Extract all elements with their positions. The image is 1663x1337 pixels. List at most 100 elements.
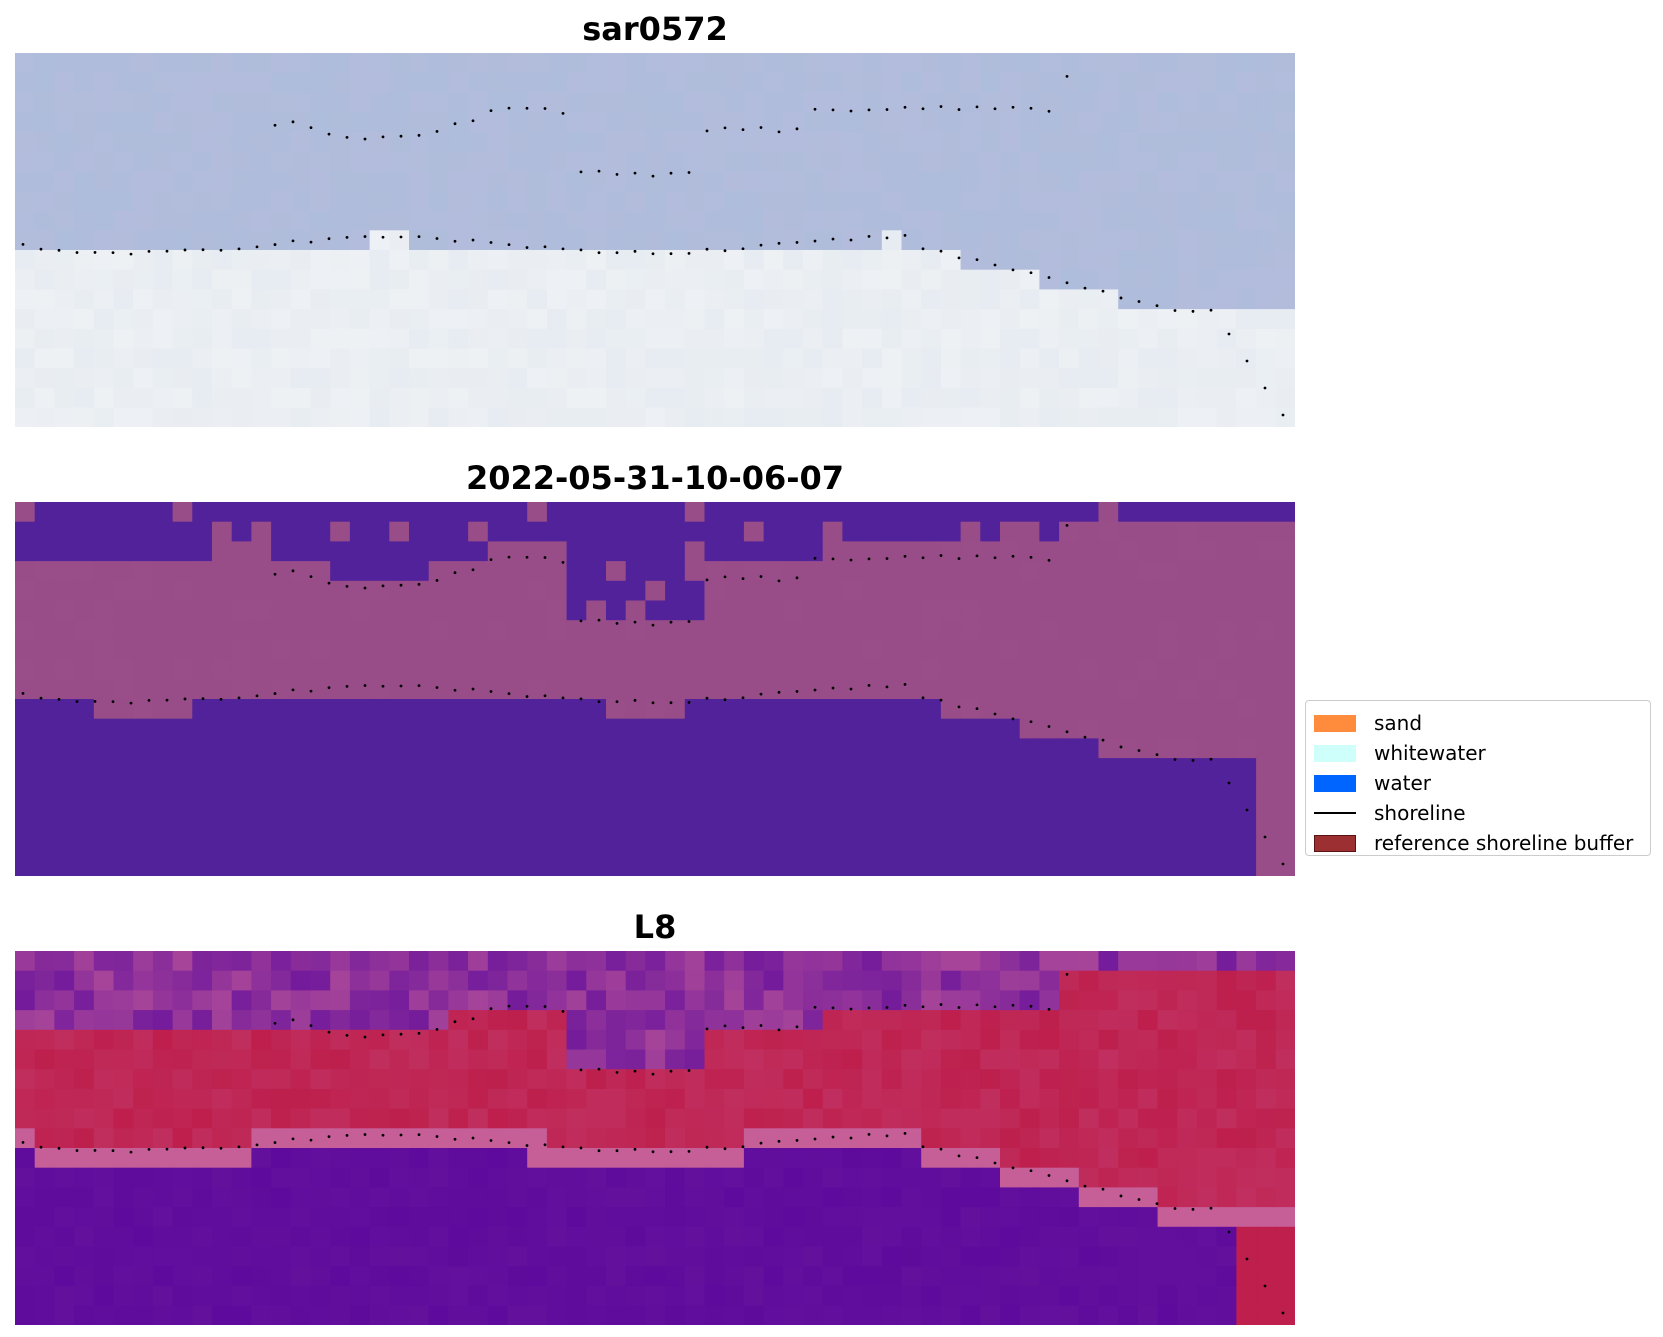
raster-pixel: [862, 171, 883, 192]
raster-pixel: [1019, 620, 1040, 641]
raster-pixel: [1019, 1305, 1040, 1325]
shoreline-point: [147, 699, 151, 702]
raster-pixel: [231, 1266, 252, 1287]
raster-pixel: [1216, 1187, 1237, 1208]
raster-pixel: [349, 600, 371, 621]
raster-pixel: [881, 328, 903, 350]
raster-pixel: [842, 348, 863, 369]
raster-pixel: [1019, 718, 1040, 739]
raster-pixel: [527, 328, 548, 350]
shoreline-point: [489, 109, 493, 113]
raster-pixel: [724, 1246, 745, 1267]
raster-pixel: [468, 1226, 489, 1248]
raster-pixel: [409, 718, 430, 739]
raster-pixel: [93, 1148, 115, 1169]
raster-pixel: [1197, 1128, 1218, 1149]
raster-pixel: [684, 309, 706, 330]
raster-pixel: [487, 1010, 509, 1031]
raster-pixel: [212, 836, 233, 858]
raster-pixel: [665, 951, 686, 972]
raster-pixel: [546, 328, 568, 350]
raster-pixel: [960, 151, 981, 172]
raster-pixel: [1059, 348, 1080, 369]
raster-pixel: [487, 659, 509, 680]
raster-pixel: [15, 348, 36, 369]
raster-pixel: [113, 1029, 134, 1051]
raster-pixel: [960, 112, 981, 133]
raster-pixel: [822, 990, 843, 1011]
raster-pixel: [842, 758, 863, 779]
raster-pixel: [803, 970, 824, 991]
raster-pixel: [34, 1305, 55, 1325]
raster-pixel: [1098, 1167, 1119, 1188]
raster-pixel: [290, 348, 312, 369]
raster-pixel: [1177, 1128, 1198, 1149]
raster-pixel: [527, 171, 548, 192]
shoreline-point: [57, 697, 61, 701]
shoreline-point: [975, 707, 979, 711]
shoreline-point: [1047, 1007, 1051, 1011]
raster-pixel: [251, 1266, 272, 1287]
raster-pixel: [704, 659, 725, 680]
shoreline-point: [165, 698, 169, 702]
raster-pixel: [1216, 951, 1237, 972]
raster-pixel: [251, 348, 272, 369]
raster-pixel: [704, 1010, 725, 1031]
raster-pixel: [803, 1088, 824, 1110]
raster-pixel: [743, 190, 765, 212]
raster-pixel: [1019, 53, 1040, 74]
raster-pixel: [527, 1305, 548, 1325]
raster-pixel: [448, 1029, 469, 1051]
raster-pixel: [172, 328, 193, 350]
raster-pixel: [369, 1029, 390, 1051]
raster-pixel: [862, 112, 883, 133]
raster-pixel: [724, 1285, 745, 1307]
raster-pixel: [507, 1128, 528, 1149]
raster-pixel: [389, 1088, 410, 1110]
raster-pixel: [1000, 328, 1021, 350]
raster-pixel: [133, 387, 154, 409]
raster-pixel: [507, 758, 528, 779]
raster-pixel: [1177, 620, 1198, 641]
raster-pixel: [940, 1088, 962, 1110]
raster-pixel: [645, 289, 666, 310]
raster-pixel: [74, 521, 95, 542]
raster-pixel: [1059, 1285, 1080, 1307]
raster-pixel: [192, 502, 213, 523]
raster-pixel: [448, 1148, 469, 1169]
sand-swatch-icon: [1314, 714, 1356, 732]
raster-pixel: [1177, 1167, 1198, 1188]
raster-pixel: [645, 1029, 666, 1051]
raster-pixel: [704, 348, 725, 369]
shoreline-point: [525, 1004, 529, 1008]
raster-pixel: [369, 777, 390, 799]
raster-pixel: [487, 1088, 509, 1110]
raster-pixel: [251, 151, 272, 172]
raster-pixel: [74, 817, 95, 838]
raster-pixel: [546, 1207, 568, 1228]
raster-pixel: [921, 1207, 942, 1228]
raster-pixel: [645, 1148, 666, 1169]
raster-pixel: [310, 1266, 331, 1287]
raster-pixel: [1098, 190, 1119, 212]
raster-pixel: [1157, 580, 1178, 602]
raster-pixel: [487, 970, 509, 991]
raster-pixel: [349, 541, 371, 562]
raster-pixel: [1059, 328, 1080, 350]
raster-pixel: [1078, 541, 1100, 562]
raster-pixel: [93, 171, 115, 192]
shoreline-point: [975, 258, 979, 262]
raster-pixel: [645, 171, 666, 192]
raster-pixel: [704, 1246, 725, 1267]
raster-pixel: [546, 1029, 568, 1051]
raster-pixel: [684, 269, 706, 290]
raster-pixel: [743, 1266, 765, 1287]
raster-pixel: [1019, 521, 1040, 542]
raster-pixel: [349, 1246, 371, 1267]
legend-item-sand: sand: [1314, 708, 1642, 738]
raster-pixel: [1236, 777, 1257, 799]
raster-pixel: [881, 970, 903, 991]
raster-pixel: [980, 541, 1001, 562]
raster-pixel: [369, 1187, 390, 1208]
raster-pixel: [724, 131, 745, 153]
